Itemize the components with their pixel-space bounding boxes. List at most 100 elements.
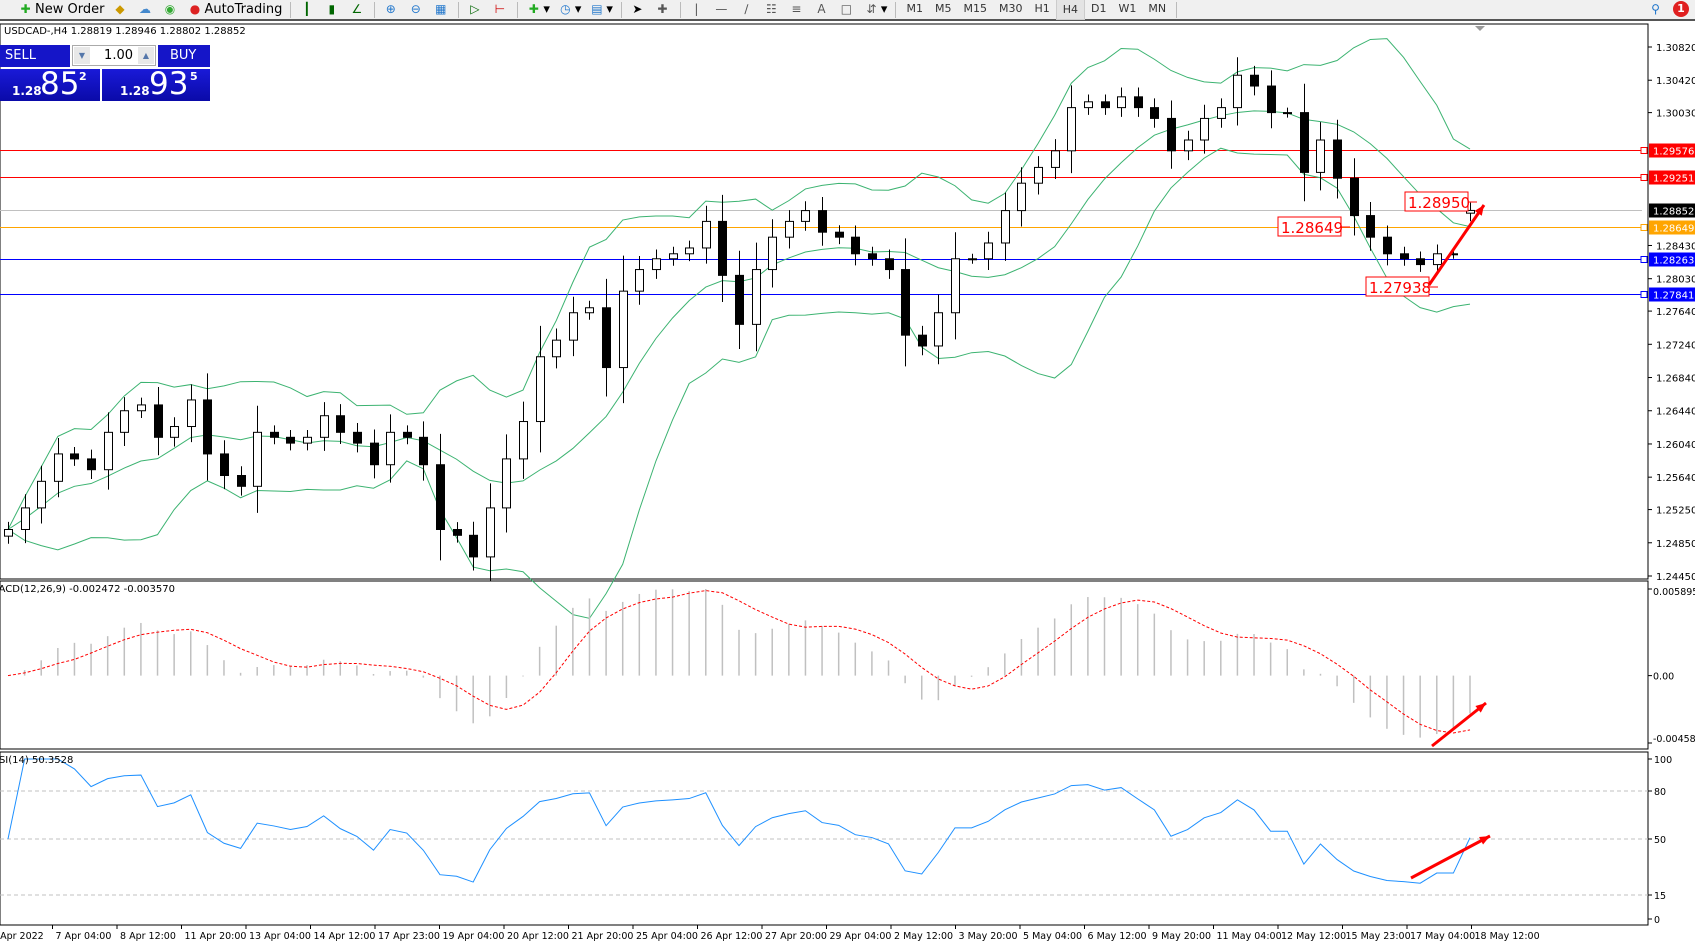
chart-shift-button[interactable]: ⊢ [488, 0, 513, 19]
vertical-line-button[interactable]: | [685, 0, 710, 19]
candle-bear [403, 431, 412, 438]
candle-bear [1167, 117, 1176, 152]
search-button[interactable]: ⚲ [1644, 0, 1669, 19]
template-icon: ▤ [591, 2, 603, 16]
candle-bear [1300, 112, 1309, 173]
crosshair-button[interactable]: ✚ [651, 0, 676, 19]
indicators-button[interactable]: ✚ ▾ [522, 0, 554, 19]
candle-bear [1134, 96, 1143, 109]
price-annotation: 1.27938 [1369, 279, 1431, 297]
cursor-icon: ➤ [632, 2, 643, 16]
buy-price[interactable]: 1.28 93 5 [102, 66, 210, 102]
sell-price[interactable]: 1.28 85 2 [0, 66, 100, 102]
candle-bull [1001, 210, 1010, 244]
time-tick-label: 19 Apr 04:00 [443, 931, 505, 942]
timeframe-h4[interactable]: H4 [1055, 0, 1086, 20]
time-tick-label: 17 May 04:00 [1410, 931, 1475, 942]
text-label-button[interactable]: □ [835, 0, 860, 19]
timeframe-mn[interactable]: MN [1148, 2, 1167, 15]
candle-chart-button[interactable]: ▮ [320, 0, 345, 19]
candle-bear [718, 220, 727, 276]
horizontal-line-button[interactable]: — [710, 0, 735, 19]
candle-bear [1383, 236, 1392, 255]
timeframe-m1[interactable]: M1 [906, 2, 923, 15]
candle-bear [1333, 139, 1342, 179]
candle-bull [170, 426, 179, 438]
price-label-box [1649, 220, 1695, 235]
sell-label: SELL [5, 48, 36, 63]
rsi-label: RSI(14) 50.3528 [0, 755, 74, 766]
separator [290, 1, 292, 18]
macd-signal-line [7, 590, 1471, 734]
lot-increase-button[interactable]: ▲ [138, 47, 154, 64]
rsi-tick-label: 15 [1654, 891, 1666, 902]
sell-button[interactable]: SELL [0, 45, 71, 67]
cursor-button[interactable]: ➤ [626, 0, 651, 19]
channel-button[interactable]: ☷ [760, 0, 785, 19]
time-tick-label: 29 Apr 04:00 [830, 931, 892, 942]
zoom-out-button[interactable]: ⊖ [404, 0, 429, 19]
candle-bull [4, 528, 13, 537]
candle-bear [1101, 101, 1110, 109]
price-tick-label: 1.30420 [1656, 76, 1695, 87]
rsi-tick-label: 50 [1654, 835, 1666, 846]
candle-bull [21, 507, 30, 530]
rsi-tick-label: 80 [1654, 787, 1666, 798]
candle-bull [968, 258, 977, 261]
timeframe-m30[interactable]: M30 [998, 2, 1023, 15]
candle-bear [868, 253, 877, 260]
candle-bear [154, 404, 163, 438]
periods-button[interactable]: ◷ ▾ [554, 0, 586, 19]
candle-bull [585, 307, 594, 314]
timeframe-h1[interactable]: H1 [1034, 2, 1050, 15]
zoom-in-button[interactable]: ⊕ [379, 0, 404, 19]
line-chart-button[interactable]: ∠ [345, 0, 370, 19]
text-button[interactable]: A [810, 0, 835, 19]
trend-arrow-rsi-head [1479, 836, 1490, 845]
history-button[interactable]: ◆ [108, 0, 133, 19]
price-tick-label: 1.27640 [1656, 307, 1695, 318]
text-label-icon: □ [840, 2, 853, 16]
market-button[interactable]: ☁ [133, 0, 158, 19]
trendline-button[interactable]: ∕ [735, 0, 760, 19]
time-tick-label: 5 May 04:00 [1023, 931, 1082, 942]
candle-bear [203, 399, 212, 455]
candle-bull [801, 210, 810, 222]
bar-chart-icon: ┃ [303, 2, 311, 16]
candle-bull [1067, 107, 1076, 152]
timeframe-d1[interactable]: D1 [1091, 2, 1107, 15]
separator [620, 1, 622, 18]
timeframe-w1[interactable]: W1 [1118, 2, 1137, 15]
price-label: 1.28852 [1653, 207, 1694, 218]
rsi-tick-label: 0 [1654, 915, 1660, 926]
arrows-button[interactable]: ⇵ ▾ [860, 0, 892, 19]
candle-bull [536, 356, 545, 423]
time-tick-label: 6 May 12:00 [1088, 931, 1147, 942]
separator [458, 1, 460, 18]
lot-decrease-button[interactable]: ▼ [74, 47, 90, 64]
buy-button[interactable]: BUY [158, 45, 210, 67]
candle-bear [286, 436, 295, 444]
autotrading-button[interactable]: ● AutoTrading [183, 0, 286, 19]
buy-price-prefix: 1.28 [120, 84, 150, 98]
timeframe-m15[interactable]: M15 [963, 2, 987, 15]
price-label: 1.29576 [1653, 147, 1694, 158]
lot-size-input[interactable]: 1.00 [104, 48, 133, 63]
line-handle [1640, 147, 1648, 154]
price-tick-label: 1.25250 [1656, 506, 1695, 517]
timeframe-m5[interactable]: M5 [934, 2, 952, 15]
price-label-box [1649, 252, 1695, 267]
tile-windows-button[interactable]: ▦ [429, 0, 454, 19]
bar-chart-button[interactable]: ┃ [295, 0, 320, 19]
lot-size-stepper[interactable]: ▼ 1.00 ▲ [72, 45, 156, 66]
price-label-box [1649, 203, 1695, 218]
candle-bull [37, 480, 46, 509]
autoscroll-button[interactable]: ▷ [463, 0, 488, 19]
fibonacci-button[interactable]: ≡ [785, 0, 810, 19]
templates-button[interactable]: ▤ ▾ [591, 2, 613, 17]
signals-button[interactable]: ◉ [158, 0, 183, 19]
new-order-button[interactable]: ✚ New Order [14, 0, 108, 19]
candle-bear [1267, 85, 1276, 114]
separator [895, 1, 897, 18]
